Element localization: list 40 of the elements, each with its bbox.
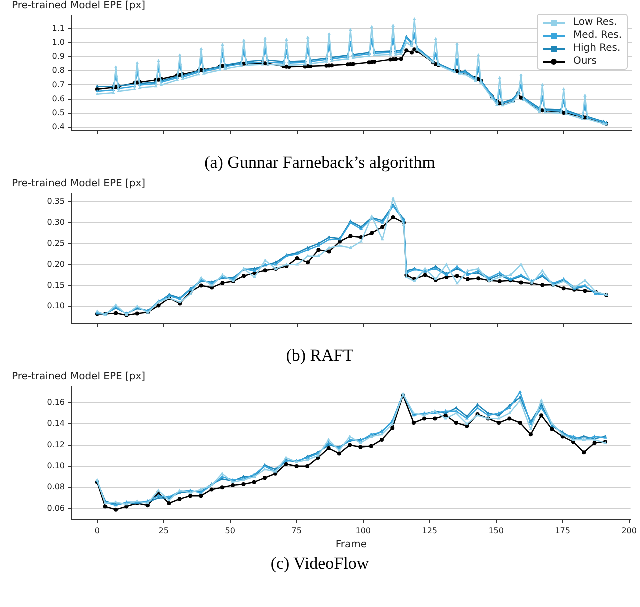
y-tick-label: 0.6 — [52, 94, 65, 104]
legend-label: Med. Res. — [573, 30, 622, 41]
text: (a) Gunnar Farneback’s algorithm — [204, 152, 436, 174]
y-tick-label: 0.5 — [52, 108, 65, 118]
y-tick-label: 0.30 — [47, 218, 65, 227]
x-tick-label: 0 — [94, 526, 100, 536]
y-axis-title: Pre-trained Model EPE [px] — [12, 0, 146, 12]
y-tick-label: 0.10 — [47, 462, 65, 471]
y-tick-label: 0.25 — [47, 238, 65, 248]
y-tick-label: 0.12 — [47, 440, 65, 450]
x-tick-label: 100 — [356, 526, 372, 536]
y-tick-label: 1.0 — [52, 38, 65, 47]
x-tick-label: 150 — [488, 526, 504, 536]
x-tick-label: 75 — [292, 526, 302, 536]
y-tick-label: 1.1 — [52, 24, 65, 33]
y-axis-title: Pre-trained Model EPE [px] — [12, 178, 146, 190]
x-axis-title: Frame — [336, 540, 367, 551]
legend-label: Ours — [573, 56, 597, 67]
legend-label: Low Res. — [573, 17, 618, 28]
x-tick-label: 175 — [555, 526, 570, 536]
text: (c) VideoFlow — [270, 553, 370, 575]
y-axis-title: Pre-trained Model EPE [px] — [12, 372, 146, 383]
y-tick-label: 0.06 — [47, 504, 65, 513]
legend-label: High Res. — [573, 43, 621, 54]
y-tick-label: 0.08 — [47, 482, 65, 492]
text: (b) RAFT — [285, 345, 355, 367]
y-tick-label: 0.7 — [52, 80, 65, 90]
x-tick-label: 125 — [422, 526, 438, 536]
y-tick-label: 0.14 — [47, 419, 65, 428]
y-tick-label: 0.4 — [52, 122, 65, 132]
x-tick-label: 50 — [225, 526, 236, 536]
y-tick-label: 0.35 — [47, 197, 65, 206]
x-tick-label: 200 — [622, 526, 637, 536]
y-tick-label: 0.9 — [52, 52, 65, 62]
y-tick-label: 0.8 — [52, 66, 65, 76]
y-tick-label: 0.10 — [47, 302, 65, 311]
y-tick-label: 0.20 — [47, 260, 65, 269]
y-tick-label: 0.16 — [47, 398, 65, 407]
x-tick-label: 25 — [158, 526, 169, 536]
y-tick-label: 0.15 — [47, 280, 65, 290]
